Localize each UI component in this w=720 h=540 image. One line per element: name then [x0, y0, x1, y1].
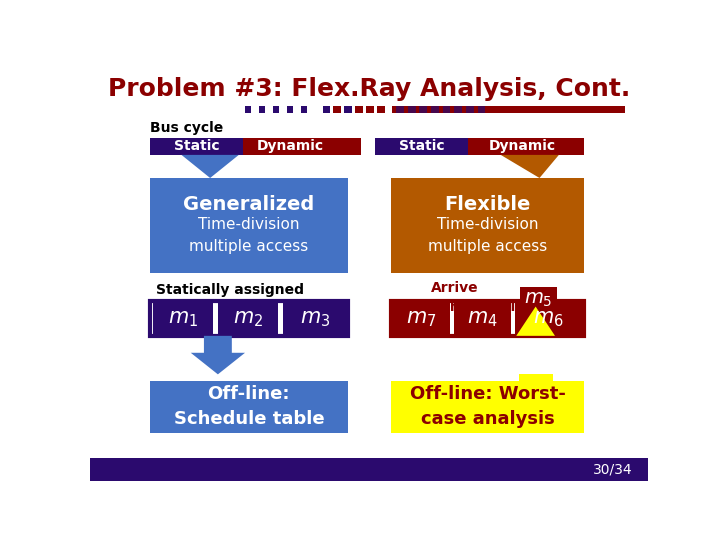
Text: $m_5$: $m_5$	[524, 290, 553, 309]
FancyBboxPatch shape	[375, 138, 468, 155]
Polygon shape	[191, 336, 245, 374]
FancyBboxPatch shape	[391, 178, 585, 273]
FancyBboxPatch shape	[273, 106, 279, 112]
Text: $m_7$: $m_7$	[405, 308, 436, 328]
Text: Arrive
dynamically: Arrive dynamically	[431, 281, 524, 314]
Polygon shape	[500, 155, 559, 178]
FancyBboxPatch shape	[392, 106, 625, 112]
Text: Static: Static	[174, 139, 220, 153]
Text: Time-division
multiple access: Time-division multiple access	[428, 217, 547, 254]
Text: $m_1$: $m_1$	[168, 308, 198, 328]
FancyBboxPatch shape	[516, 303, 582, 334]
Text: $m_4$: $m_4$	[467, 308, 498, 328]
FancyBboxPatch shape	[391, 301, 585, 336]
Text: Off-line: Worst-
case analysis: Off-line: Worst- case analysis	[410, 385, 565, 428]
Text: Off-line:
Schedule table: Off-line: Schedule table	[174, 385, 324, 428]
FancyBboxPatch shape	[361, 138, 375, 155]
FancyBboxPatch shape	[150, 178, 348, 273]
Text: Flexible: Flexible	[444, 195, 531, 214]
FancyBboxPatch shape	[150, 381, 348, 433]
FancyBboxPatch shape	[431, 106, 438, 112]
Text: $m_2$: $m_2$	[233, 308, 264, 328]
FancyBboxPatch shape	[90, 457, 648, 481]
FancyBboxPatch shape	[377, 106, 384, 112]
FancyBboxPatch shape	[150, 138, 585, 155]
Text: Statically assigned: Statically assigned	[156, 282, 304, 296]
FancyBboxPatch shape	[355, 106, 363, 112]
FancyBboxPatch shape	[391, 381, 585, 433]
FancyBboxPatch shape	[454, 303, 510, 334]
Polygon shape	[181, 155, 239, 178]
FancyBboxPatch shape	[454, 106, 462, 112]
FancyBboxPatch shape	[396, 106, 404, 112]
Text: Bus cycle: Bus cycle	[150, 121, 224, 135]
Text: $m_6$: $m_6$	[534, 308, 564, 328]
FancyBboxPatch shape	[344, 106, 352, 112]
FancyBboxPatch shape	[393, 303, 449, 334]
FancyBboxPatch shape	[408, 106, 415, 112]
Polygon shape	[516, 307, 555, 336]
Text: Problem #3: Flex.Ray Analysis, Cont.: Problem #3: Flex.Ray Analysis, Cont.	[108, 77, 630, 102]
FancyBboxPatch shape	[218, 303, 279, 334]
FancyBboxPatch shape	[283, 303, 346, 334]
FancyBboxPatch shape	[245, 106, 251, 112]
FancyBboxPatch shape	[150, 301, 348, 336]
FancyBboxPatch shape	[518, 374, 553, 382]
FancyBboxPatch shape	[301, 106, 307, 112]
Text: 30/34: 30/34	[593, 462, 632, 476]
FancyBboxPatch shape	[366, 106, 374, 112]
FancyBboxPatch shape	[466, 106, 474, 112]
Text: Dynamic: Dynamic	[489, 139, 556, 153]
FancyBboxPatch shape	[520, 287, 557, 314]
FancyBboxPatch shape	[323, 106, 330, 112]
Text: Dynamic: Dynamic	[256, 139, 323, 153]
FancyBboxPatch shape	[287, 106, 293, 112]
Text: Time-division
multiple access: Time-division multiple access	[189, 217, 308, 254]
Text: Static: Static	[399, 139, 444, 153]
FancyBboxPatch shape	[477, 106, 485, 112]
FancyBboxPatch shape	[259, 106, 265, 112]
Text: $m_3$: $m_3$	[300, 308, 330, 328]
FancyBboxPatch shape	[150, 138, 243, 155]
FancyBboxPatch shape	[443, 106, 451, 112]
FancyBboxPatch shape	[333, 106, 341, 112]
FancyBboxPatch shape	[419, 106, 427, 112]
Text: Generalized: Generalized	[184, 195, 315, 214]
FancyBboxPatch shape	[153, 303, 213, 334]
